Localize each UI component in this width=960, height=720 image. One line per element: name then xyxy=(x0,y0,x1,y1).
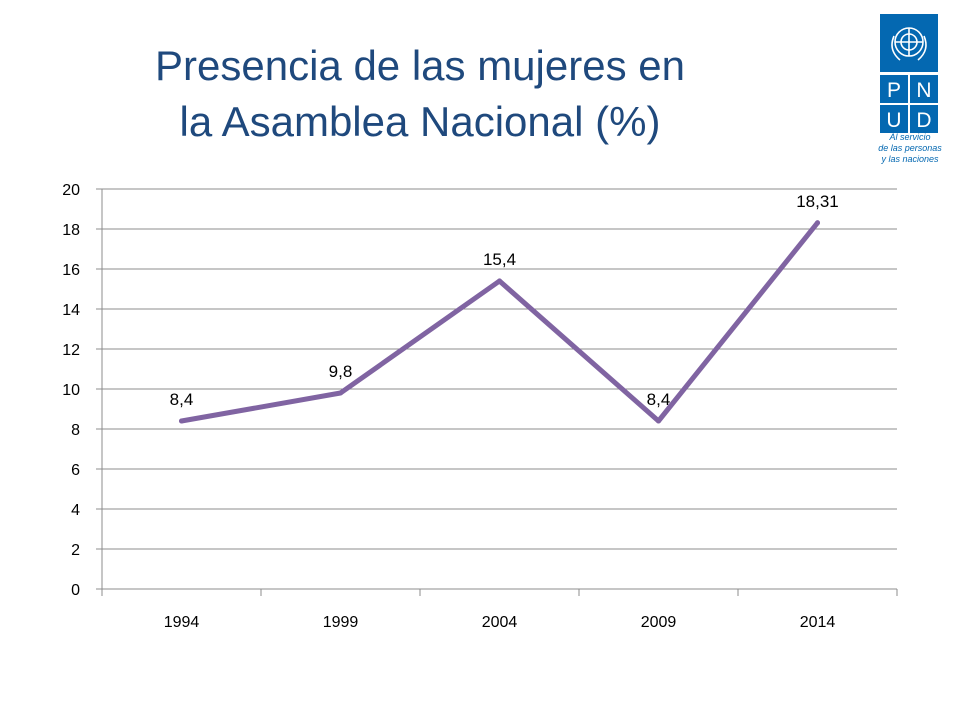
data-point xyxy=(656,418,661,424)
x-tick-label: 2004 xyxy=(482,614,518,631)
logo-letter-d: D xyxy=(916,109,931,132)
logo-tagline-1: Al servicio xyxy=(888,132,930,142)
logo-letter-n: N xyxy=(916,79,931,102)
y-tick-label: 20 xyxy=(62,182,80,199)
data-point xyxy=(815,220,820,226)
pnud-logo: P N U D Al servicio de las personas y la… xyxy=(878,14,942,164)
data-label: 8,4 xyxy=(170,390,194,409)
y-tick-label: 0 xyxy=(71,582,80,599)
data-label: 9,8 xyxy=(329,362,353,381)
logo-letter-p: P xyxy=(887,79,901,102)
data-point xyxy=(338,390,343,396)
logo-tagline-3: y las naciones xyxy=(880,154,939,164)
y-tick-label: 6 xyxy=(71,462,80,479)
x-tick-label: 2014 xyxy=(800,614,836,631)
data-point xyxy=(497,278,502,284)
series xyxy=(179,220,820,424)
x-tick-label: 1994 xyxy=(164,614,200,631)
data-label: 15,4 xyxy=(483,250,516,269)
logo-letter-u: U xyxy=(886,109,901,132)
x-tick-label: 1999 xyxy=(323,614,359,631)
y-tick-label: 8 xyxy=(71,422,80,439)
data-point xyxy=(179,418,184,424)
data-label: 8,4 xyxy=(647,390,671,409)
y-tick-label: 10 xyxy=(62,382,80,399)
title-line-2: la Asamblea Nacional (%) xyxy=(179,98,661,145)
title-line-1: Presencia de las mujeres en xyxy=(155,42,685,89)
x-tick-label: 2009 xyxy=(641,614,677,631)
data-label: 18,31 xyxy=(796,192,839,211)
y-tick-label: 2 xyxy=(71,542,80,559)
axes: 0 2 4 6 8 10 12 14 16 18 20 1994 1999 2004 2009 2014 xyxy=(62,182,898,631)
y-tick-label: 16 xyxy=(62,262,80,279)
y-tick-label: 12 xyxy=(62,342,80,359)
page-title: Presencia de las mujeres en la Asamblea … xyxy=(120,38,720,150)
y-tick-label: 18 xyxy=(62,222,80,239)
gridlines xyxy=(102,188,897,550)
data-labels: 8,4 9,8 15,4 8,4 18,31 xyxy=(170,192,839,409)
logo-tagline-2: de las personas xyxy=(878,143,942,153)
y-tick-label: 14 xyxy=(62,302,80,319)
y-tick-label: 4 xyxy=(71,502,80,519)
